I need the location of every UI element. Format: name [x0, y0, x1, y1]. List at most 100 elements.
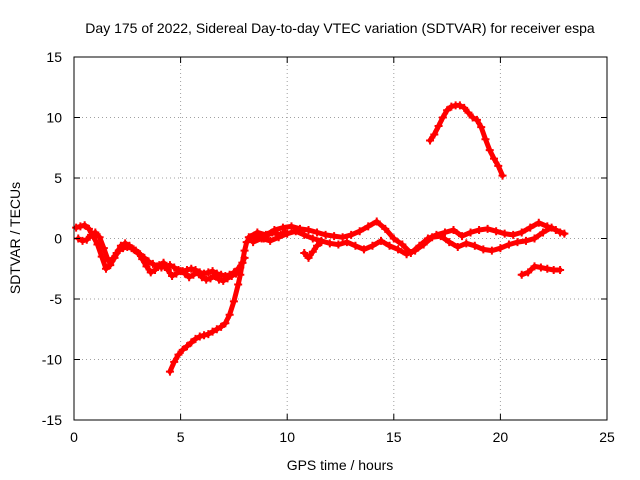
- data-point: [165, 367, 174, 376]
- data-point: [253, 228, 262, 237]
- data-point: [193, 268, 202, 277]
- data-point: [99, 244, 108, 253]
- y-tick-label: 10: [46, 110, 62, 126]
- data-point: [479, 245, 488, 254]
- data-point: [212, 325, 221, 334]
- data-point: [283, 229, 292, 238]
- data-point: [104, 256, 113, 265]
- data-point: [481, 135, 490, 144]
- series-late-arc-high: [426, 101, 507, 180]
- data-point: [208, 327, 217, 336]
- y-tick-label: -5: [50, 291, 63, 307]
- data-point: [485, 146, 494, 155]
- data-point: [556, 228, 565, 237]
- data-point: [496, 244, 505, 253]
- data-point: [389, 234, 398, 243]
- x-tick-label: 15: [386, 429, 402, 445]
- series-middle-arc-2: [249, 223, 565, 259]
- data-point: [509, 230, 518, 239]
- data-point: [180, 269, 189, 278]
- series-middle-arc-1: [244, 217, 569, 258]
- data-point: [155, 261, 164, 270]
- data-point: [148, 259, 157, 268]
- data-point: [101, 264, 110, 273]
- data-point: [472, 115, 481, 124]
- data-point: [443, 106, 452, 115]
- data-point: [462, 239, 471, 248]
- x-tick-label: 10: [279, 429, 295, 445]
- data-point: [108, 255, 117, 264]
- data-point: [364, 222, 373, 231]
- data-point: [313, 228, 322, 237]
- data-point: [138, 255, 147, 264]
- tick-layer: 0 5 10 15 20 25 -15 -10 -5 0 5 10 15: [42, 49, 615, 445]
- x-axis-label: GPS time / hours: [287, 457, 394, 473]
- y-axis-label: SDTVAR / TECUs: [7, 182, 23, 294]
- data-point: [287, 222, 296, 231]
- data-point: [178, 345, 187, 354]
- series-late-arc-low: [517, 262, 565, 279]
- data-point: [313, 241, 322, 250]
- data-point: [464, 108, 473, 117]
- data-point: [543, 264, 552, 273]
- data-layer: [72, 101, 569, 376]
- data-point: [170, 357, 179, 366]
- data-point: [304, 253, 313, 262]
- data-point: [428, 233, 437, 242]
- y-tick-label: -15: [42, 412, 62, 428]
- data-point: [500, 229, 509, 238]
- y-tick-label: 0: [54, 231, 62, 247]
- data-point: [249, 238, 258, 247]
- y-tick-label: 15: [46, 49, 62, 65]
- data-point: [210, 272, 219, 281]
- x-tick-label: 25: [599, 429, 615, 445]
- data-point: [342, 238, 351, 247]
- data-point: [436, 232, 445, 241]
- data-point: [308, 234, 317, 243]
- data-point: [172, 269, 181, 278]
- data-point: [351, 241, 360, 250]
- data-point: [504, 240, 513, 249]
- data-point: [492, 227, 501, 236]
- data-point: [411, 246, 420, 255]
- data-point: [347, 230, 356, 239]
- data-point: [539, 228, 548, 237]
- data-point: [106, 261, 115, 270]
- data-point: [526, 223, 535, 232]
- data-point: [91, 228, 100, 237]
- data-point: [321, 230, 330, 239]
- data-point: [402, 250, 411, 259]
- data-point: [182, 342, 191, 351]
- data-point: [513, 238, 522, 247]
- data-point: [78, 236, 87, 245]
- data-point: [197, 273, 206, 282]
- data-point: [325, 239, 334, 248]
- data-point: [189, 270, 198, 279]
- data-point: [475, 226, 484, 235]
- data-point: [223, 274, 232, 283]
- data-point: [308, 247, 317, 256]
- data-point: [278, 223, 287, 232]
- data-point: [195, 332, 204, 341]
- data-point: [234, 280, 243, 289]
- data-point: [521, 236, 530, 245]
- y-tick-label: -10: [42, 352, 62, 368]
- data-point: [204, 330, 213, 339]
- data-point: [355, 227, 364, 236]
- data-point: [229, 297, 238, 306]
- data-point: [445, 238, 454, 247]
- data-point: [547, 223, 556, 232]
- data-point: [168, 272, 177, 281]
- data-point: [227, 272, 236, 281]
- data-point: [359, 245, 368, 254]
- data-point: [430, 130, 439, 139]
- data-point: [217, 322, 226, 331]
- data-point: [142, 262, 151, 271]
- data-point: [121, 239, 130, 248]
- data-point: [151, 265, 160, 274]
- data-point: [517, 270, 526, 279]
- data-point: [291, 227, 300, 236]
- data-point: [530, 234, 539, 243]
- data-point: [517, 228, 526, 237]
